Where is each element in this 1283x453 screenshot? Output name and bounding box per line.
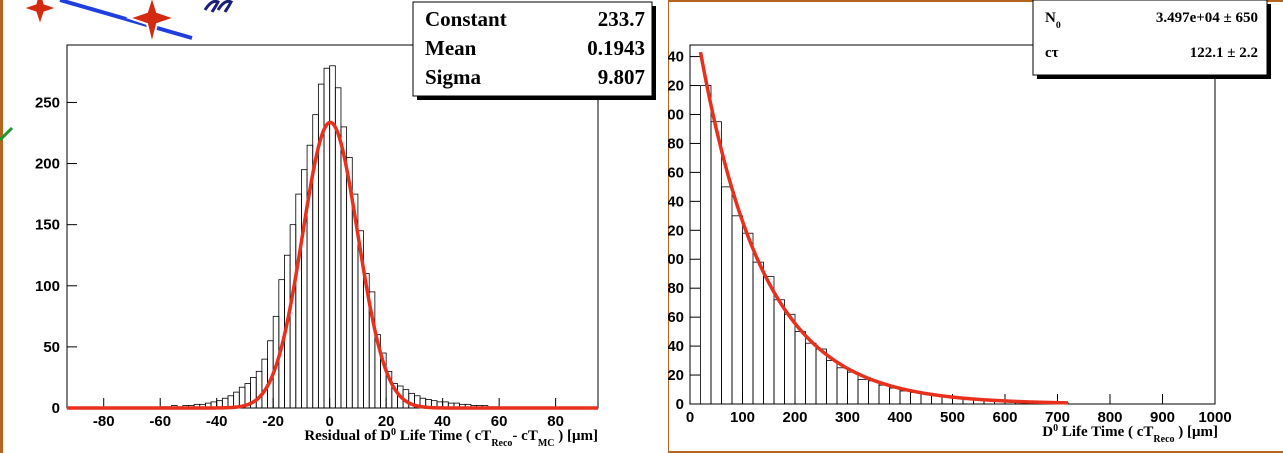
- stat-name-sub: 0: [1056, 20, 1061, 31]
- stat-name: Constant: [425, 7, 507, 31]
- y-tick-label: 100: [35, 278, 60, 295]
- x-tick-label: 600: [992, 409, 1017, 426]
- fit-curve: [67, 120, 598, 410]
- stat-name-text: N: [1045, 10, 1056, 26]
- stat-name: Mean: [425, 36, 477, 60]
- x-tick-label: -60: [149, 413, 171, 430]
- x-tick-label: 500: [940, 409, 965, 426]
- y-tick-label: 140: [668, 193, 684, 210]
- x-tick-label: -40: [206, 413, 228, 430]
- x-tick-label: 100: [730, 409, 755, 426]
- x-axis-title: D0 Life Time ( cTReco ) [μm]: [1042, 423, 1218, 445]
- stat-name: N0: [1045, 10, 1061, 31]
- stat-value: 9.807: [598, 65, 645, 89]
- y-tick-label: 120: [668, 222, 684, 239]
- y-tick-label: 40: [668, 338, 684, 355]
- logo-green-stroke: [0, 126, 14, 142]
- x-tick-label: 20: [378, 413, 395, 430]
- x-tick-label: 60: [491, 413, 508, 430]
- stat-name-text: Sigma: [425, 65, 482, 89]
- x-tick-label: 200: [782, 409, 807, 426]
- y-tick-label: 80: [668, 280, 684, 297]
- stat-value: 3.497e+04 ± 650: [1156, 10, 1258, 26]
- x-tick-label: 0: [686, 409, 694, 426]
- x-tick-label: 1000: [1198, 409, 1231, 426]
- logo-blue-stroke: [59, 0, 193, 40]
- stat-name: cτ: [1045, 45, 1059, 61]
- stat-value: 0.1943: [587, 36, 645, 60]
- x-tick-label: 40: [434, 413, 451, 430]
- right-panel: 0 20 40 60 80 100 120 140 160 180 200 220 240 0 100 200…: [668, 0, 1283, 453]
- y-tick-label: 200: [668, 106, 684, 123]
- y-tick-label: 250: [35, 94, 60, 111]
- y-tick-label: 220: [668, 78, 684, 95]
- x-tick-label: -80: [93, 413, 115, 430]
- y-tick-label: 0: [52, 400, 60, 417]
- y-tick-label: 100: [668, 251, 684, 268]
- y-tick-label: 160: [668, 164, 684, 181]
- y-tick-label: 0: [676, 396, 684, 413]
- stat-name: Sigma: [425, 65, 482, 89]
- x-tick-label: -20: [262, 413, 284, 430]
- x-tick-label: 0: [326, 413, 334, 430]
- x-tick-label: 700: [1045, 409, 1070, 426]
- logo-star: [22, 0, 58, 26]
- stats-box: [1032, 0, 1268, 76]
- y-tick-label: 50: [43, 339, 60, 356]
- y-tick-label: 240: [668, 49, 684, 66]
- y-tick-label: 180: [668, 135, 684, 152]
- x-axis-title: Residual of D0 Life Time ( cTReco- cTMC …: [304, 427, 598, 449]
- y-tick-label: 60: [668, 309, 684, 326]
- y-tick-label: 150: [35, 217, 60, 234]
- stats-box: [412, 1, 653, 97]
- x-tick-label: 400: [887, 409, 912, 426]
- stat-value: 122.1 ± 2.2: [1190, 45, 1258, 61]
- stat-name-text: Mean: [425, 36, 477, 60]
- x-tick-label: 80: [547, 413, 564, 430]
- stat-value: 233.7: [598, 7, 645, 31]
- slide-border: [0, 0, 3, 453]
- fit-curve: [698, 51, 1069, 405]
- x-tick-label: 300: [835, 409, 860, 426]
- stat-name-text: Constant: [425, 7, 507, 31]
- x-tick-label: 900: [1150, 409, 1175, 426]
- logo-star: [125, 0, 179, 45]
- plot-frame: [689, 44, 1216, 405]
- plot-frame: [66, 44, 599, 409]
- y-tick-label: 20: [668, 367, 684, 384]
- stat-name-text: cτ: [1045, 45, 1059, 61]
- y-tick-label: 200: [35, 156, 60, 173]
- x-tick-label: 800: [1097, 409, 1122, 426]
- left-panel: 0 50 100 150 200 250 -80 -60 -40 -20 0 20 40 60 80 Cons…: [0, 0, 656, 453]
- logo-glyph: [203, 0, 234, 13]
